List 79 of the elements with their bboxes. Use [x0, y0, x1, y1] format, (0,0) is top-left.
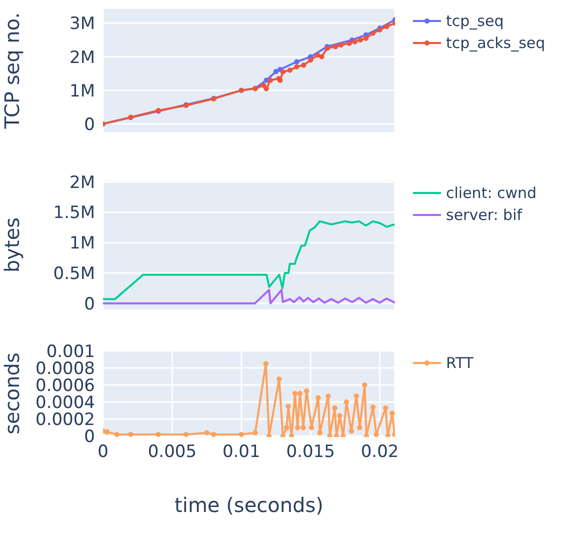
y-tick-label: 2M: [70, 48, 95, 68]
point: [317, 430, 322, 436]
point: [104, 429, 110, 434]
point: [374, 432, 379, 437]
point: [128, 432, 134, 437]
point: [332, 405, 338, 411]
point: [264, 86, 269, 92]
point: [252, 430, 258, 436]
line-series: [103, 288, 395, 304]
point: [292, 390, 298, 396]
y-tick-label: 3M: [70, 14, 95, 34]
point: [314, 52, 320, 58]
legend-label: client: cwnd: [446, 183, 537, 204]
y-tick-label: 0: [84, 294, 95, 314]
point: [316, 395, 321, 400]
y-tick-label: 2M: [70, 172, 95, 193]
legend-label: server: bif: [446, 205, 522, 226]
x-tick-label: 0.02: [360, 442, 399, 462]
point: [363, 36, 369, 41]
point: [211, 432, 216, 437]
point: [238, 432, 244, 437]
point: [183, 432, 189, 437]
point: [114, 432, 120, 437]
point: [370, 30, 376, 36]
point: [263, 361, 268, 366]
x-tick-label: 0.015: [286, 442, 335, 462]
point: [357, 425, 362, 430]
point: [337, 413, 342, 418]
point: [300, 425, 306, 430]
point: [280, 69, 286, 74]
point: [338, 42, 344, 48]
point: [260, 82, 266, 88]
point: [294, 64, 300, 70]
y-axis-title: bytes: [0, 217, 24, 273]
point: [294, 59, 300, 64]
point: [390, 410, 395, 416]
legend-label: tcp_seq: [446, 11, 504, 32]
point: [297, 390, 303, 396]
x-tick-label: 0.01: [222, 442, 260, 462]
point: [354, 393, 359, 399]
line-series: [103, 220, 395, 300]
point: [273, 68, 279, 74]
point: [284, 425, 290, 430]
point: [264, 78, 269, 83]
point: [384, 24, 390, 30]
point: [301, 62, 306, 68]
point: [268, 78, 274, 83]
point: [204, 430, 210, 436]
point: [352, 39, 358, 44]
point: [308, 425, 314, 430]
point: [382, 405, 388, 411]
point: [294, 425, 300, 430]
y-tick-label: 1M: [70, 234, 95, 254]
point: [308, 57, 314, 63]
point: [326, 393, 331, 399]
point: [332, 44, 338, 50]
point: [286, 404, 291, 409]
point: [344, 399, 350, 405]
point: [156, 432, 161, 437]
legend-label: RTT: [446, 353, 474, 374]
y-tick-label: 0.5M: [53, 264, 95, 284]
point: [362, 382, 368, 388]
point: [276, 376, 282, 382]
y-tick-label: 0: [84, 114, 95, 135]
x-axis-title: time (seconds): [174, 493, 324, 517]
y-axis-title: TCP seq no.: [0, 12, 24, 130]
point: [346, 40, 352, 46]
y-tick-label: 1M: [70, 81, 95, 102]
point: [348, 428, 354, 434]
point: [319, 54, 324, 60]
point: [304, 388, 310, 394]
x-tick-label: 0.005: [148, 442, 197, 462]
legend-label: tcp_acks_seq: [446, 33, 546, 54]
point: [370, 404, 376, 410]
point: [358, 37, 364, 43]
y-axis-title: seconds: [0, 352, 24, 434]
y-tick-label: 1.5M: [53, 203, 95, 224]
x-tick-label: 0: [98, 442, 108, 462]
point: [287, 68, 292, 73]
